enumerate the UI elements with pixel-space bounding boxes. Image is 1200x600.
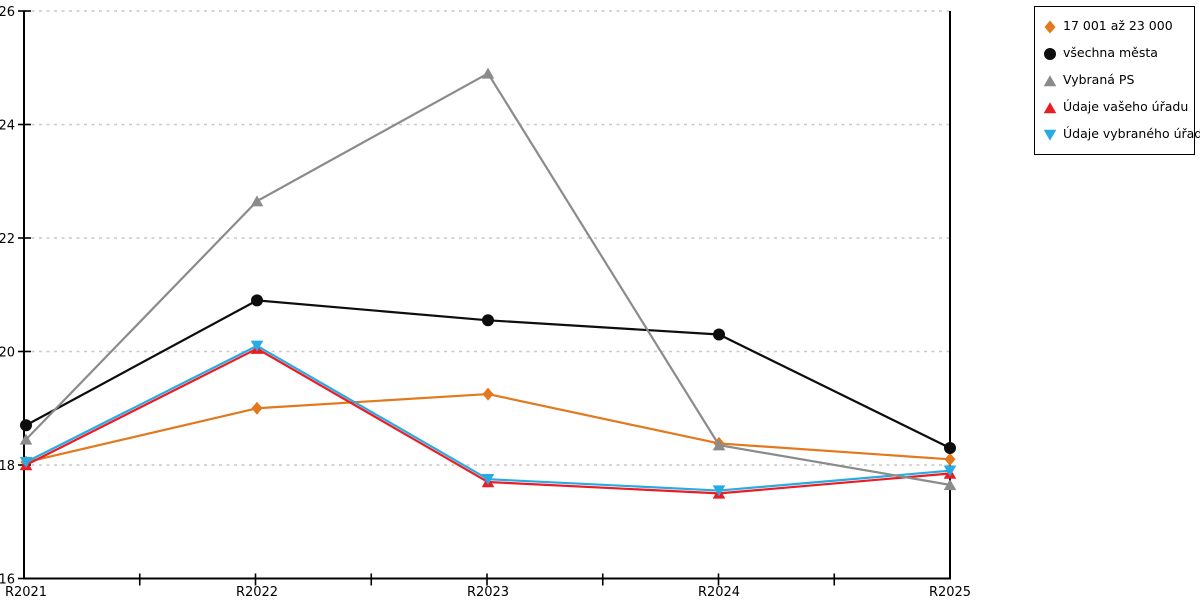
legend-label-4: Údaje vybraného úřadu <box>1063 126 1200 142</box>
series-4-marker-3 <box>712 485 726 497</box>
series-4-marker-0 <box>19 456 33 468</box>
legend-circle-icon <box>1044 47 1056 60</box>
y-tick-label-20: 20 <box>0 346 15 361</box>
x-tick-label-R2024: R2024 <box>698 585 740 600</box>
y-tick-label-22: 22 <box>0 232 15 247</box>
legend-diamond-icon <box>1044 20 1056 33</box>
series-0-marker-2 <box>482 387 494 401</box>
legend-label-3: Údaje vašeho úřadu <box>1063 99 1189 115</box>
x-tick-label-R2023: R2023 <box>467 585 509 600</box>
series-4-marker-2 <box>481 473 495 485</box>
series-line-3 <box>25 347 951 495</box>
legend-item-4: Údaje vybraného úřadu <box>1043 121 1200 148</box>
series-4-marker-1 <box>250 340 264 352</box>
series-0-marker-4 <box>944 452 956 466</box>
series-2-marker-3 <box>712 439 726 451</box>
y-tick-label-18: 18 <box>0 459 15 474</box>
x-tick-label-R2025: R2025 <box>929 585 971 600</box>
series-2-marker-0 <box>19 433 33 445</box>
legend-label-2: Vybraná PS <box>1063 72 1135 88</box>
series-2-marker-4 <box>943 479 957 491</box>
series-1-marker-1 <box>251 294 263 307</box>
legend-item-2: Vybraná PS <box>1043 67 1190 94</box>
y-tick-label-26: 26 <box>0 5 15 20</box>
legend-item-0: 17 001 až 23 000 <box>1043 13 1190 40</box>
series-1-marker-0 <box>20 419 32 432</box>
y-tick-label-16: 16 <box>0 573 15 588</box>
legend-triangle-down-icon <box>1043 129 1057 141</box>
legend-triangle-up-icon <box>1043 74 1057 86</box>
series-line-2 <box>25 71 951 486</box>
series-line-4 <box>25 344 951 492</box>
series-0-marker-1 <box>251 401 263 415</box>
series-1-marker-3 <box>713 328 725 341</box>
series-1-marker-2 <box>482 314 494 327</box>
legend-label-1: všechna města <box>1063 45 1158 61</box>
legend-label-0: 17 001 až 23 000 <box>1063 18 1173 34</box>
x-tick-label-R2021: R2021 <box>5 585 47 600</box>
series-2-marker-2 <box>481 67 495 79</box>
legend: 17 001 až 23 000 všechna města Vybraná PS Ú… <box>1034 6 1200 155</box>
series-line-0 <box>25 392 951 464</box>
series-2-marker-1 <box>250 195 264 207</box>
series-4-marker-4 <box>943 465 957 477</box>
legend-item-3: Údaje vašeho úřadu <box>1043 94 1190 121</box>
legend-item-1: všechna města <box>1043 40 1190 67</box>
x-tick-label-R2022: R2022 <box>236 585 278 600</box>
legend-triangle-up-icon <box>1043 101 1057 113</box>
y-tick-label-24: 24 <box>0 119 15 134</box>
series-1-marker-4 <box>944 441 956 454</box>
